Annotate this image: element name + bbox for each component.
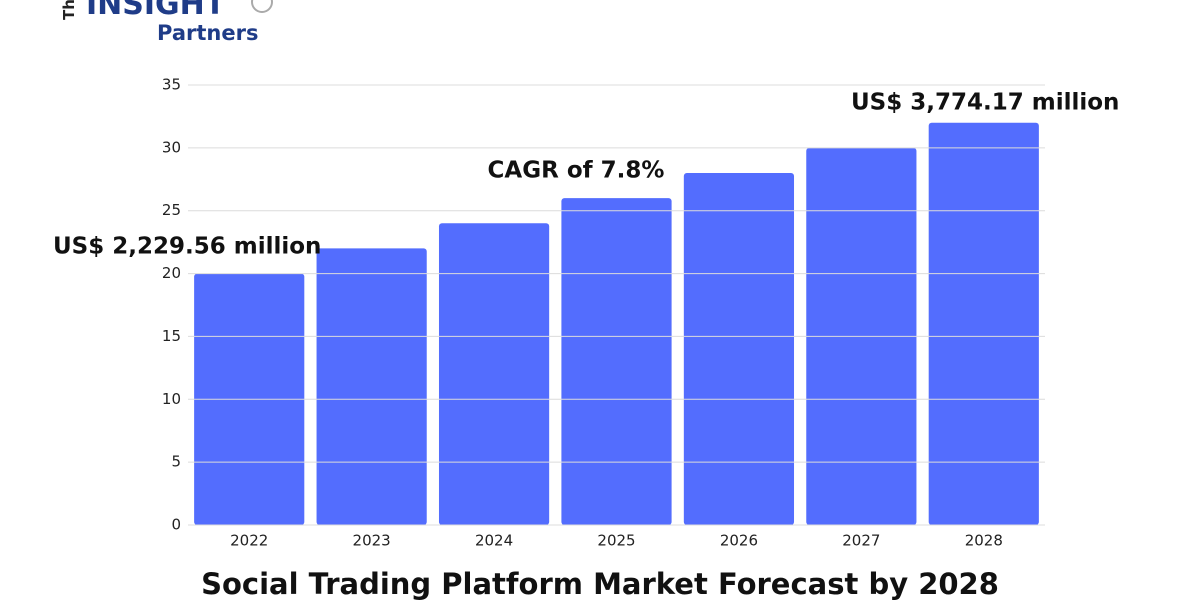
x-tick-label: 2025 [597,532,635,550]
x-tick-label: 2026 [720,532,758,550]
x-tick-label: 2022 [230,532,268,550]
y-tick-label: 20 [162,264,181,282]
y-tick-label: 10 [162,390,181,408]
annotation: US$ 3,774.17 million [851,90,1119,116]
x-tick-label: 2024 [475,532,513,550]
chart-title: Social Trading Platform Market Forecast … [201,567,999,600]
bar [438,223,550,526]
bar [316,248,427,525]
bar [928,122,1039,525]
y-tick-label: 5 [171,453,181,471]
y-tick-label: 25 [162,201,181,219]
annotation: CAGR of 7.8% [488,158,665,184]
y-tick-label: 0 [171,516,181,534]
y-tick-label: 15 [162,327,181,345]
bar [561,198,672,525]
annotation: US$ 2,229.56 million [53,234,321,260]
x-tick-label: 2027 [842,532,880,550]
x-tick-label: 2023 [353,532,391,550]
x-tick-label: 2028 [965,532,1003,550]
logo-name: INSIGHT [86,0,226,22]
logo-sub: Partners [157,21,258,45]
logo-icon [251,0,273,13]
logo-prefix: The [60,0,78,20]
y-tick-label: 30 [162,138,181,156]
y-tick-label: 35 [162,76,181,94]
bar [683,173,795,525]
logo: The INSIGHT Partners [60,0,273,45]
